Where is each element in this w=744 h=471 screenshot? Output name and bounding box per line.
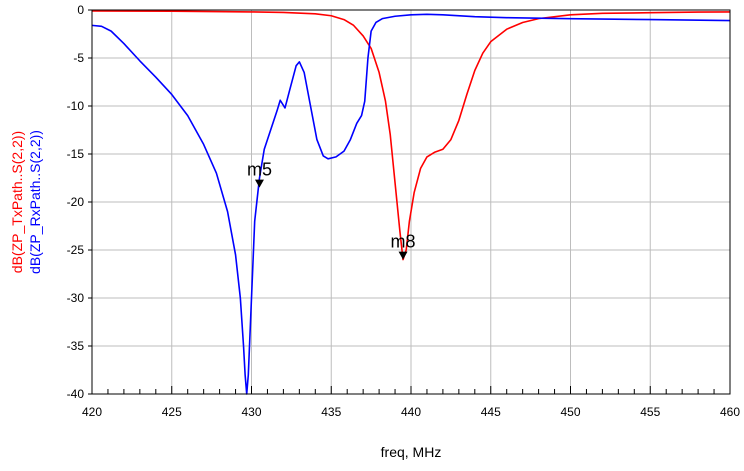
marker-label-m8: m8 bbox=[391, 232, 416, 252]
y-tick-label: -25 bbox=[67, 243, 85, 257]
y-tick-label: -40 bbox=[67, 387, 85, 401]
x-tick-label: 430 bbox=[241, 405, 261, 419]
y-axis-title-rx: dB(ZP_RxPath..S(2,2)) bbox=[27, 130, 43, 274]
x-tick-label: 440 bbox=[401, 405, 421, 419]
series-line-0 bbox=[91, 10, 731, 261]
y-tick-label: -15 bbox=[67, 147, 85, 161]
y-tick-label: -20 bbox=[67, 195, 85, 209]
grid bbox=[92, 10, 730, 394]
y-tick-label: -30 bbox=[67, 291, 85, 305]
x-tick-label: 445 bbox=[481, 405, 501, 419]
series-layer bbox=[91, 10, 731, 395]
marker-arrow-m5 bbox=[254, 179, 264, 188]
x-tick-label: 420 bbox=[82, 405, 102, 419]
marker-label-m5: m5 bbox=[247, 160, 272, 180]
y-axis-titles: dB(ZP_TxPath..S(2,2)) dB(ZP_RxPath..S(2,… bbox=[9, 130, 43, 274]
series-line-1 bbox=[91, 13, 731, 395]
y-tick-label: -35 bbox=[67, 339, 85, 353]
x-tick-label: 450 bbox=[560, 405, 580, 419]
x-axis-title: freq, MHz bbox=[381, 444, 442, 460]
markers: m5 m8 bbox=[247, 160, 416, 260]
x-tick-label: 455 bbox=[640, 405, 660, 419]
y-tick-label: -5 bbox=[73, 51, 84, 65]
x-tick-label: 435 bbox=[321, 405, 341, 419]
y-tick-label: -10 bbox=[67, 99, 85, 113]
marker-arrow-m8 bbox=[398, 251, 408, 260]
ticks: 420 425 430 435 440 445 450 455 460 0 -5 -10 -15 -20 -… bbox=[67, 3, 741, 419]
y-tick-label: 0 bbox=[77, 3, 84, 17]
x-tick-label: 425 bbox=[162, 405, 182, 419]
x-tick-label: 460 bbox=[720, 405, 740, 419]
y-axis-title-tx: dB(ZP_TxPath..S(2,2)) bbox=[9, 131, 25, 273]
